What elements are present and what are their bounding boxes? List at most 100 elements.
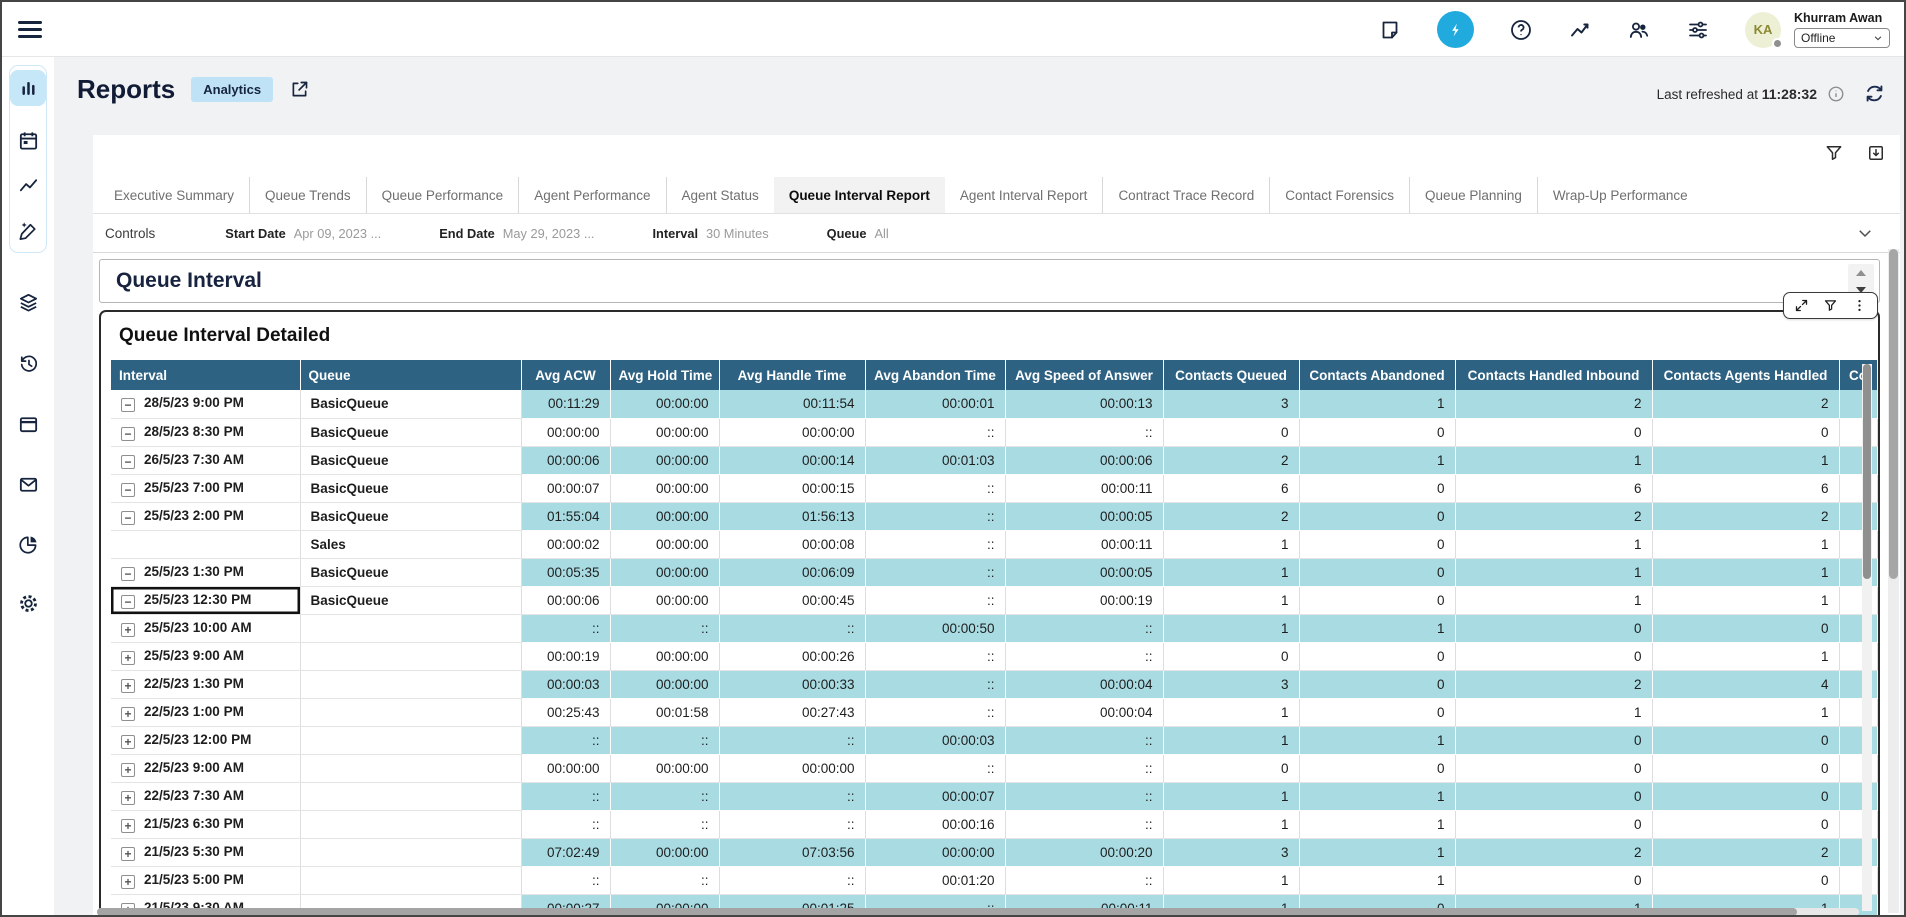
row-expand-toggle[interactable]: + xyxy=(121,679,135,693)
interval-cell[interactable]: +25/5/23 10:00 AM xyxy=(111,614,300,642)
column-header[interactable]: Avg ACW xyxy=(521,360,610,390)
avatar[interactable]: KA xyxy=(1745,12,1781,48)
interval-cell[interactable]: −25/5/23 1:30 PM xyxy=(111,558,300,586)
interval-cell[interactable]: +21/5/23 5:00 PM xyxy=(111,866,300,894)
horizontal-scrollbar-thumb[interactable] xyxy=(97,908,1797,916)
interval-cell[interactable]: −25/5/23 12:30 PM xyxy=(111,586,300,614)
user-name: Khurram Awan xyxy=(1794,11,1890,25)
column-header[interactable]: Contacts Agents Handled xyxy=(1652,360,1839,390)
row-expand-toggle[interactable]: + xyxy=(121,651,135,665)
interval-cell[interactable]: −25/5/23 7:00 PM xyxy=(111,474,300,502)
sidebar-item-schedule[interactable] xyxy=(10,122,46,158)
column-header[interactable]: Contacts Queued xyxy=(1163,360,1299,390)
help-icon[interactable] xyxy=(1509,18,1533,42)
value-cell: 00:00:00 xyxy=(865,838,1005,866)
tab-agent-performance[interactable]: Agent Performance xyxy=(518,177,665,213)
sidebar-item-reports[interactable] xyxy=(10,70,46,106)
column-header[interactable]: Avg Handle Time xyxy=(719,360,865,390)
sliders-icon[interactable] xyxy=(1686,18,1710,42)
row-expand-toggle[interactable]: − xyxy=(121,427,135,441)
filter-icon[interactable] xyxy=(1824,143,1844,163)
sidebar-item-settings[interactable] xyxy=(10,585,46,621)
column-header[interactable]: Contacts Abandoned xyxy=(1299,360,1455,390)
interval-cell[interactable] xyxy=(111,530,300,558)
control-end-date[interactable]: End DateMay 29, 2023 ... xyxy=(439,226,594,241)
column-header[interactable]: Avg Speed of Answer xyxy=(1005,360,1163,390)
info-icon[interactable] xyxy=(1827,85,1845,103)
table-horizontal-scrollbar[interactable] xyxy=(97,908,1859,916)
value-cell: :: xyxy=(865,698,1005,726)
control-queue[interactable]: QueueAll xyxy=(827,226,889,241)
tab-queue-interval-report[interactable]: Queue Interval Report xyxy=(774,177,945,213)
page-vertical-scrollbar[interactable] xyxy=(1888,249,1899,913)
queue-cell xyxy=(300,698,521,726)
interval-cell[interactable]: +22/5/23 1:00 PM xyxy=(111,698,300,726)
tab-executive-summary[interactable]: Executive Summary xyxy=(99,177,249,213)
control-interval[interactable]: Interval30 Minutes xyxy=(652,226,768,241)
sidebar-item-design[interactable] xyxy=(10,212,46,248)
external-link-icon[interactable] xyxy=(289,79,310,100)
row-expand-toggle[interactable]: + xyxy=(121,819,135,833)
tab-contact-forensics[interactable]: Contact Forensics xyxy=(1269,177,1409,213)
kebab-menu-icon[interactable] xyxy=(1852,298,1867,313)
row-expand-toggle[interactable]: + xyxy=(121,707,135,721)
column-header[interactable]: Interval xyxy=(111,360,300,390)
column-header[interactable]: Avg Hold Time xyxy=(610,360,719,390)
tab-agent-interval-report[interactable]: Agent Interval Report xyxy=(945,177,1103,213)
sidebar-item-window[interactable] xyxy=(10,406,46,442)
sidebar-item-history[interactable] xyxy=(10,345,46,381)
interval-cell[interactable]: −26/5/23 7:30 AM xyxy=(111,446,300,474)
interval-cell[interactable]: +22/5/23 1:30 PM xyxy=(111,670,300,698)
row-expand-toggle[interactable]: + xyxy=(121,623,135,637)
row-expand-toggle[interactable]: + xyxy=(121,791,135,805)
sidebar-item-mail[interactable] xyxy=(10,466,46,502)
users-icon[interactable] xyxy=(1627,18,1651,42)
quick-actions-button[interactable] xyxy=(1437,11,1474,48)
row-expand-toggle[interactable]: + xyxy=(121,875,135,889)
sidebar-item-analytics[interactable] xyxy=(10,167,46,203)
refresh-icon[interactable] xyxy=(1863,82,1886,105)
page-scrollbar-thumb[interactable] xyxy=(1889,249,1898,579)
row-expand-toggle[interactable]: + xyxy=(121,847,135,861)
sidebar-item-layers[interactable] xyxy=(10,284,46,320)
interval-cell[interactable]: −28/5/23 8:30 PM xyxy=(111,418,300,446)
interval-cell[interactable]: +21/5/23 5:30 PM xyxy=(111,838,300,866)
sidebar-item-pie[interactable] xyxy=(10,526,46,562)
control-start-date[interactable]: Start DateApr 09, 2023 ... xyxy=(225,226,381,241)
table-vertical-scrollbar[interactable] xyxy=(1862,364,1872,911)
tab-wrap-up-performance[interactable]: Wrap-Up Performance xyxy=(1537,177,1703,213)
row-expand-toggle[interactable]: − xyxy=(121,567,135,581)
column-header[interactable]: Queue xyxy=(300,360,521,390)
interval-cell[interactable]: +21/5/23 6:30 PM xyxy=(111,810,300,838)
interval-cell[interactable]: −25/5/23 2:00 PM xyxy=(111,502,300,530)
interval-cell[interactable]: −28/5/23 9:00 PM xyxy=(111,390,300,418)
tab-queue-planning[interactable]: Queue Planning xyxy=(1409,177,1537,213)
row-expand-toggle[interactable]: − xyxy=(121,511,135,525)
status-select[interactable]: Offline xyxy=(1794,28,1890,48)
note-icon[interactable] xyxy=(1378,18,1402,42)
row-expand-toggle[interactable]: + xyxy=(121,735,135,749)
download-icon[interactable] xyxy=(1866,143,1886,163)
tab-queue-trends[interactable]: Queue Trends xyxy=(249,177,366,213)
trend-icon[interactable] xyxy=(1568,18,1592,42)
row-expand-toggle[interactable]: + xyxy=(121,763,135,777)
row-expand-toggle[interactable]: − xyxy=(121,595,135,609)
tab-queue-performance[interactable]: Queue Performance xyxy=(366,177,519,213)
visual-filter-icon[interactable] xyxy=(1823,298,1838,313)
table-scrollbar-thumb[interactable] xyxy=(1863,364,1871,579)
interval-cell[interactable]: +22/5/23 7:30 AM xyxy=(111,782,300,810)
interval-cell[interactable]: +25/5/23 9:00 AM xyxy=(111,642,300,670)
row-expand-toggle[interactable]: − xyxy=(121,483,135,497)
column-header[interactable]: Contacts Handled Inbound xyxy=(1455,360,1652,390)
row-expand-toggle[interactable]: − xyxy=(121,455,135,469)
row-expand-toggle[interactable]: − xyxy=(121,398,135,412)
controls-collapse-chevron-icon[interactable] xyxy=(1856,224,1874,242)
expand-icon[interactable] xyxy=(1794,298,1809,313)
column-header[interactable]: Avg Abandon Time xyxy=(865,360,1005,390)
interval-cell[interactable]: +22/5/23 12:00 PM xyxy=(111,726,300,754)
stepper-up-button[interactable] xyxy=(1848,264,1874,282)
interval-cell[interactable]: +22/5/23 9:00 AM xyxy=(111,754,300,782)
tab-agent-status[interactable]: Agent Status xyxy=(666,177,774,213)
hamburger-menu-icon[interactable] xyxy=(18,17,42,41)
tab-contract-trace-record[interactable]: Contract Trace Record xyxy=(1102,177,1269,213)
